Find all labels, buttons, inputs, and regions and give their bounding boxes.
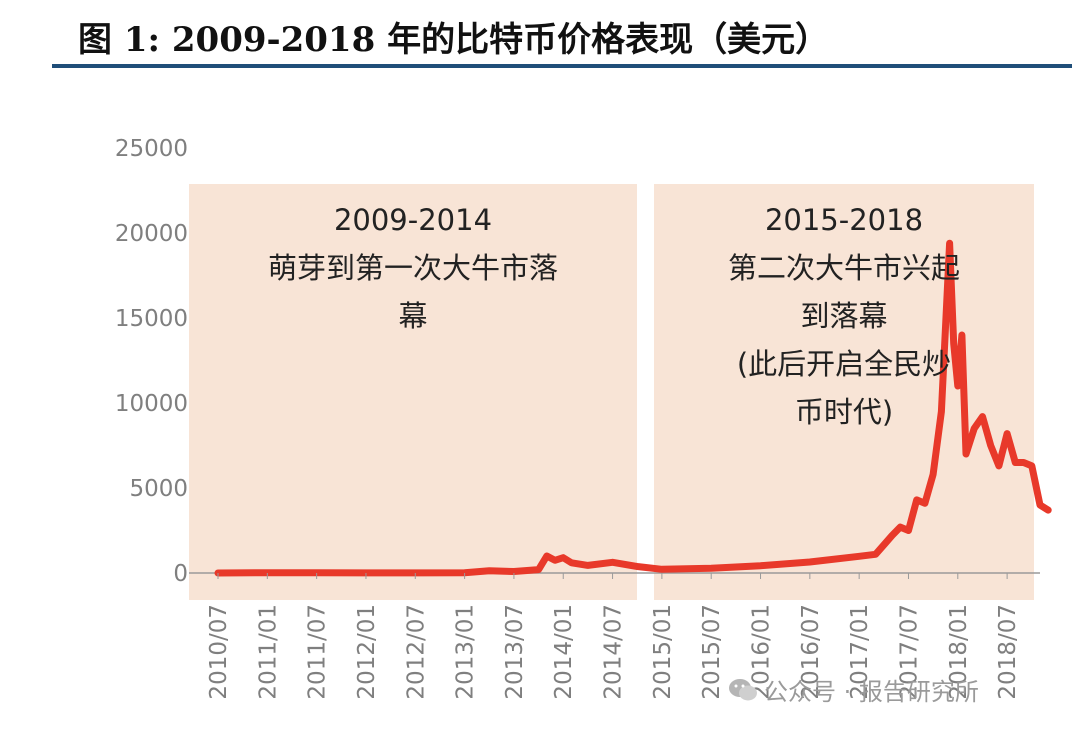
x-tick-label: 2016/07	[798, 604, 824, 700]
y-tick-label: 15000	[115, 306, 188, 332]
x-tick-label: 2016/01	[749, 604, 775, 700]
period-description-line: 幕	[398, 299, 427, 333]
y-tick-label: 20000	[115, 221, 188, 247]
y-tick-label: 0	[173, 561, 188, 587]
wechat-icon	[728, 677, 758, 709]
watermark: 公众号 · 报告研究所	[728, 672, 979, 709]
period-description-line: 第二次大牛市兴起	[728, 251, 960, 285]
period-description-line: 币时代)	[795, 395, 893, 429]
period-description-line: 到落幕	[800, 299, 887, 333]
x-tick-label: 2013/07	[502, 604, 528, 700]
title-rule	[52, 64, 1072, 68]
x-tick-label: 2018/07	[995, 604, 1021, 700]
x-tick-label: 2011/07	[305, 604, 331, 700]
period-description-line: 萌芽到第一次大牛市落	[268, 251, 558, 285]
x-tick-label: 2014/07	[601, 604, 627, 700]
x-tick-label: 2012/07	[403, 604, 429, 700]
y-tick-label: 25000	[115, 136, 188, 162]
period-label: 2015-2018	[765, 203, 923, 237]
period-band	[654, 184, 1034, 600]
x-tick-label: 2015/07	[699, 604, 725, 700]
chart-title: 图 1: 2009-2018 年的比特币价格表现（美元）	[78, 20, 830, 60]
period-description-line: (此后开启全民炒	[737, 347, 951, 381]
y-tick-label: 10000	[115, 391, 188, 417]
x-tick-label: 2018/01	[946, 604, 972, 700]
x-tick-label: 2013/01	[453, 604, 479, 700]
x-tick-label: 2012/01	[354, 604, 380, 700]
price-series-line	[214, 239, 1052, 577]
x-tick-label: 2017/01	[847, 604, 873, 700]
watermark-text: 公众号 · 报告研究所	[764, 678, 979, 706]
y-tick-label: 5000	[129, 476, 188, 502]
x-tick-label: 2010/07	[206, 604, 232, 700]
x-tick-label: 2011/01	[255, 604, 281, 700]
x-tick-label: 2015/01	[650, 604, 676, 700]
x-tick-label: 2017/07	[896, 604, 922, 700]
period-label: 2009-2014	[334, 203, 492, 237]
period-band	[189, 184, 637, 600]
x-tick-label: 2014/01	[551, 604, 577, 700]
